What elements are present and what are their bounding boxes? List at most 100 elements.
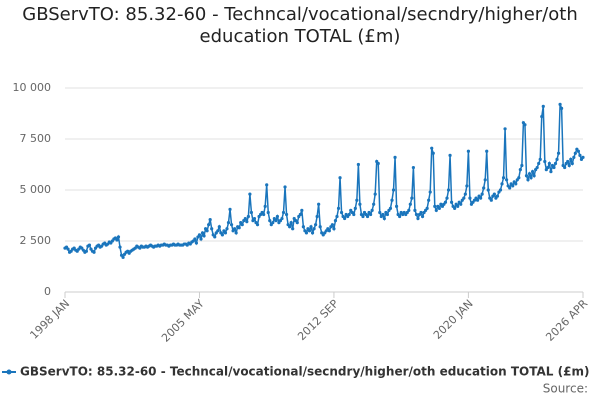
point	[394, 204, 399, 208]
point	[446, 188, 451, 192]
point	[333, 219, 338, 223]
point	[416, 216, 420, 221]
point	[312, 227, 316, 231]
point	[208, 217, 212, 222]
source: Source:	[543, 382, 588, 396]
point	[116, 235, 121, 239]
point	[197, 233, 202, 237]
point	[569, 157, 573, 161]
point	[291, 227, 295, 231]
point	[339, 210, 344, 215]
point	[558, 102, 562, 106]
point	[532, 174, 536, 178]
point	[318, 225, 322, 229]
point	[433, 204, 437, 208]
point	[338, 176, 342, 180]
point	[84, 249, 88, 253]
point	[115, 238, 119, 242]
point	[504, 178, 509, 182]
point	[566, 159, 570, 164]
point	[391, 188, 396, 192]
point	[479, 196, 483, 200]
point	[268, 219, 272, 223]
point	[274, 219, 278, 223]
point	[216, 229, 220, 233]
point	[498, 188, 503, 192]
point	[410, 196, 414, 200]
point	[573, 151, 577, 155]
point	[511, 184, 515, 188]
point	[378, 210, 382, 215]
y-tick-label: 2 500	[20, 234, 52, 247]
point	[495, 194, 500, 198]
point	[530, 170, 535, 174]
x-tick-label: 1998 JAN	[27, 297, 72, 342]
point	[213, 235, 217, 239]
point	[428, 190, 432, 194]
point	[118, 245, 122, 249]
point	[92, 250, 96, 254]
point	[475, 198, 480, 202]
point	[315, 214, 319, 219]
point	[226, 221, 231, 225]
point	[489, 198, 493, 202]
point	[220, 233, 224, 237]
point	[449, 200, 454, 204]
point	[514, 182, 518, 186]
point	[332, 227, 336, 231]
point	[448, 153, 452, 157]
point	[266, 210, 270, 215]
point	[373, 192, 377, 196]
point	[385, 212, 390, 217]
point	[234, 231, 238, 235]
point	[343, 216, 347, 221]
point	[313, 223, 318, 227]
point	[456, 204, 460, 208]
point	[263, 204, 267, 208]
point	[271, 221, 275, 225]
point	[205, 229, 209, 233]
point	[304, 231, 309, 235]
point	[361, 214, 365, 219]
point	[246, 214, 250, 219]
point	[237, 226, 241, 230]
point	[355, 198, 359, 202]
point	[393, 155, 397, 159]
point	[376, 161, 380, 166]
x-tick-label: 2026 APR	[543, 297, 590, 344]
point	[223, 231, 228, 235]
point	[352, 212, 356, 217]
point	[228, 207, 232, 211]
point	[210, 227, 214, 231]
point	[466, 149, 470, 153]
point	[382, 216, 386, 221]
point	[288, 225, 292, 229]
point	[199, 237, 203, 241]
point	[563, 165, 567, 170]
point	[445, 196, 449, 200]
point	[581, 155, 585, 159]
point	[298, 212, 302, 217]
point	[262, 212, 266, 217]
chart-title: GBServTO: 85.32-60 - Techncal/vocational…	[22, 4, 578, 47]
point	[443, 200, 448, 204]
point	[307, 229, 312, 233]
point	[369, 212, 373, 217]
point	[480, 192, 484, 196]
point	[523, 123, 527, 127]
point	[309, 225, 313, 229]
point	[541, 104, 545, 108]
point	[524, 174, 529, 178]
legend-marker	[6, 369, 12, 375]
point	[453, 206, 457, 210]
point	[194, 241, 199, 245]
point	[419, 210, 423, 215]
point	[245, 220, 249, 224]
point	[520, 163, 524, 168]
point	[252, 216, 257, 221]
point	[468, 196, 472, 200]
point	[229, 223, 234, 227]
point	[535, 165, 539, 170]
